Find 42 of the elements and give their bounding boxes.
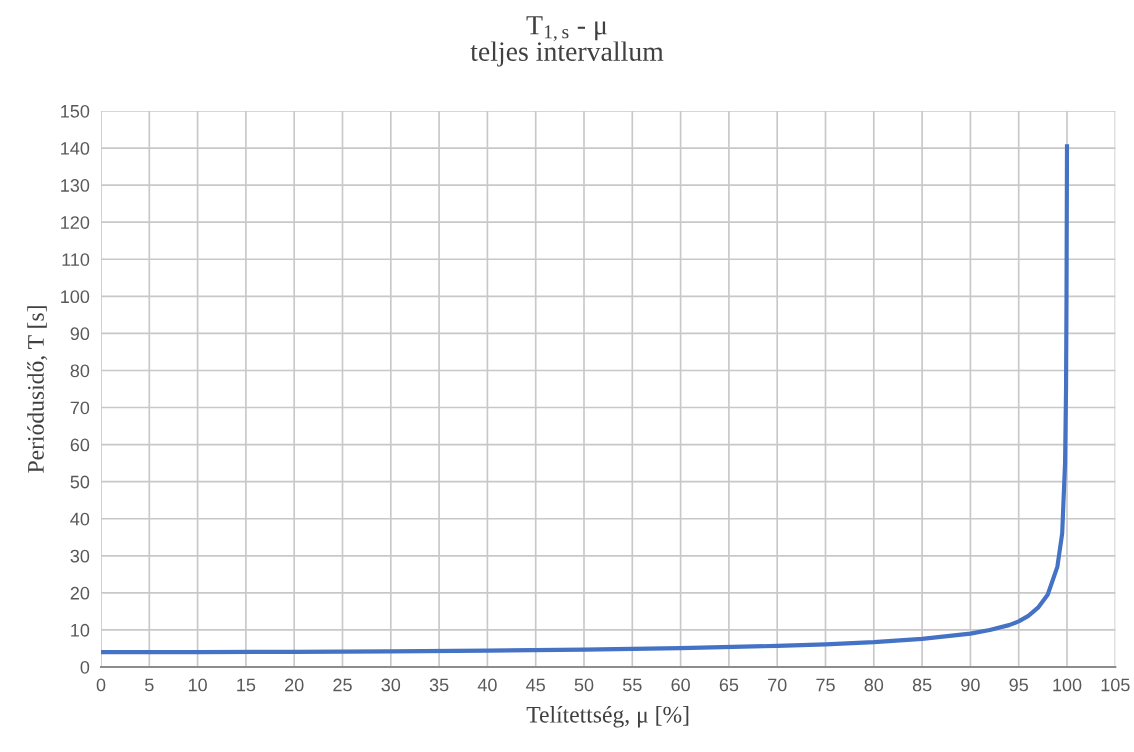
y-axis-title: Periódusidő, T [s] [27,306,48,473]
x-tick-label: 5 [145,678,154,692]
x-tick-label: 105 [1101,678,1130,692]
y-tick-label: 20 [70,586,90,600]
x-tick-label: 25 [333,678,352,692]
x-tick-label: 55 [622,678,642,692]
y-tick-label: 80 [70,364,90,378]
x-tick-label: 75 [816,678,835,692]
x-tick-label: 30 [381,678,401,692]
x-tick-label: 100 [1053,678,1082,692]
x-tick-label: 35 [429,678,449,692]
x-tick-label: 90 [961,678,980,692]
x-tick-label: 10 [188,678,207,692]
y-tick-label: 110 [62,253,90,266]
x-tick-label: 95 [1009,678,1028,692]
x-tick-label: 65 [719,678,739,692]
line-series [101,142,1070,655]
y-tick-label: 90 [70,327,90,341]
x-tick-label: 40 [477,678,497,692]
x-tick-label: 15 [237,678,256,692]
y-tick-label: 10 [71,623,90,637]
y-tick-label: 140 [61,142,90,155]
x-tick-label: 50 [574,678,594,692]
y-tick-label: 60 [70,438,90,452]
y-tick-label: 0 [80,660,90,674]
y-tick-label: 40 [70,512,90,526]
x-tick-label: 80 [864,678,884,692]
x-tick-label: 45 [526,678,545,692]
x-tick-label: 60 [671,678,690,692]
y-tick-label: 70 [70,401,90,415]
chart-title: T$_{1,s}$ - μ teljes intervallum [470,16,664,67]
x-tick-label: 70 [768,678,787,692]
y-tick-label: 130 [61,179,90,192]
x-axis-title: Telítettség, μ [%] [526,706,689,728]
y-tick-label: 150 [61,104,90,118]
x-tick-label: 20 [285,678,304,692]
y-tick-label: 50 [70,475,90,489]
y-tick-label: 30 [70,549,90,563]
y-tick-label: 120 [61,216,90,229]
x-tick-label: 85 [912,678,932,692]
x-tick-label: 0 [96,678,106,692]
y-tick-label: 100 [61,290,90,304]
